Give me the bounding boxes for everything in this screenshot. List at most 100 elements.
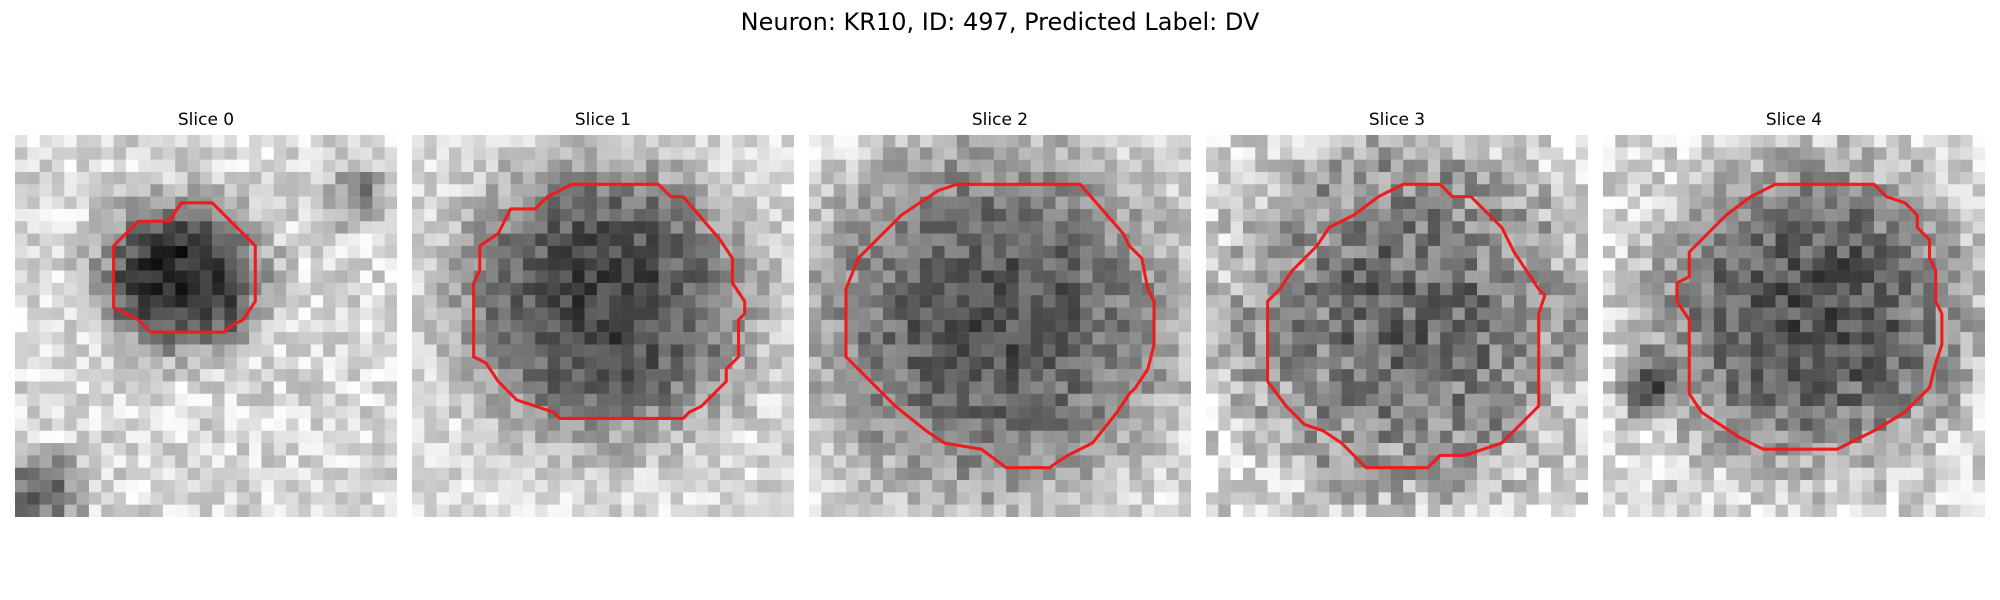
pixel: [138, 492, 151, 505]
pixel: [1575, 196, 1588, 210]
pixel: [1304, 135, 1318, 148]
pixel: [1390, 344, 1404, 358]
pixel: [1701, 393, 1715, 407]
pixel: [1267, 443, 1281, 456]
pixel: [882, 258, 896, 271]
pixel: [1080, 332, 1093, 345]
pixel: [1378, 430, 1392, 444]
pixel: [1378, 332, 1392, 345]
pixel: [1726, 480, 1739, 493]
pixel: [907, 369, 921, 382]
pixel: [412, 245, 425, 259]
pixel: [1154, 492, 1167, 505]
pixel: [1316, 492, 1330, 505]
pixel: [1676, 147, 1690, 160]
pixel: [1787, 295, 1801, 308]
pixel: [1292, 135, 1305, 148]
pixel: [1775, 430, 1789, 444]
pixel: [273, 282, 287, 296]
pixel: [1701, 159, 1715, 173]
pixel: [1166, 369, 1179, 382]
pixel: [224, 480, 238, 493]
pixel: [1514, 184, 1527, 197]
pixel: [473, 406, 487, 419]
pixel: [1415, 147, 1429, 160]
pixel: [1738, 332, 1752, 345]
pixel: [1030, 406, 1044, 419]
pixel: [1923, 270, 1936, 284]
pixel: [1117, 184, 1130, 197]
pixel: [882, 332, 896, 345]
pixel: [932, 492, 945, 505]
pixel: [1304, 393, 1318, 407]
pixel: [1538, 467, 1552, 481]
pixel: [1178, 418, 1191, 431]
pixel: [809, 208, 822, 222]
pixel: [1514, 480, 1527, 493]
pixel: [1464, 344, 1478, 358]
pixel: [39, 270, 53, 284]
pixel: [461, 159, 474, 173]
pixel: [1923, 319, 1936, 333]
pixel: [1615, 418, 1628, 431]
pixel: [1154, 430, 1167, 444]
pixel: [335, 208, 348, 222]
pixel: [212, 418, 225, 431]
pixel: [547, 319, 561, 333]
pixel: [919, 369, 933, 382]
pixel: [1824, 418, 1838, 431]
pixel: [1129, 159, 1142, 173]
pixel: [510, 184, 524, 197]
pixel: [51, 233, 65, 247]
pixel: [1837, 467, 1850, 481]
pixel: [646, 455, 659, 468]
pixel: [113, 258, 127, 271]
pixel: [1837, 270, 1850, 284]
slice-3-image: [1206, 135, 1588, 517]
pixel: [175, 455, 188, 468]
pixel: [1627, 332, 1641, 345]
pixel: [1255, 319, 1268, 333]
pixel: [1129, 332, 1142, 345]
pixel: [981, 319, 995, 333]
pixel: [895, 221, 908, 234]
pixel: [1452, 369, 1466, 382]
pixel: [1575, 467, 1588, 481]
pixel: [895, 480, 908, 493]
slice-4-contour: [1675, 182, 1944, 451]
pixel: [1055, 369, 1069, 382]
pixel: [175, 381, 188, 395]
pixel: [15, 381, 28, 395]
pixel: [1898, 430, 1912, 444]
pixel: [522, 332, 536, 345]
pixel: [1664, 270, 1678, 284]
pixel: [1526, 381, 1539, 395]
pixel: [944, 196, 958, 210]
pixel: [833, 208, 847, 222]
pixel: [360, 307, 373, 321]
pixel: [633, 208, 647, 222]
pixel: [1861, 270, 1875, 284]
pixel: [1501, 492, 1515, 505]
pixel: [310, 208, 324, 222]
pixel: [1551, 184, 1564, 197]
pixel: [1415, 344, 1429, 358]
pixel: [1652, 319, 1665, 333]
pixel: [212, 356, 225, 370]
pixel: [919, 208, 933, 222]
pixel: [1689, 147, 1702, 160]
pixel: [498, 135, 511, 148]
pixel: [485, 184, 499, 197]
pixel: [845, 233, 859, 247]
pixel: [932, 159, 945, 173]
pixel: [1787, 307, 1801, 321]
pixel: [1738, 492, 1752, 505]
pixel: [448, 406, 462, 419]
pixel: [535, 184, 548, 197]
pixel: [1292, 221, 1305, 234]
pixel: [670, 344, 684, 358]
pixel: [1403, 282, 1416, 296]
pixel: [1615, 135, 1628, 148]
pixel: [559, 369, 573, 382]
pixel: [1886, 319, 1899, 333]
